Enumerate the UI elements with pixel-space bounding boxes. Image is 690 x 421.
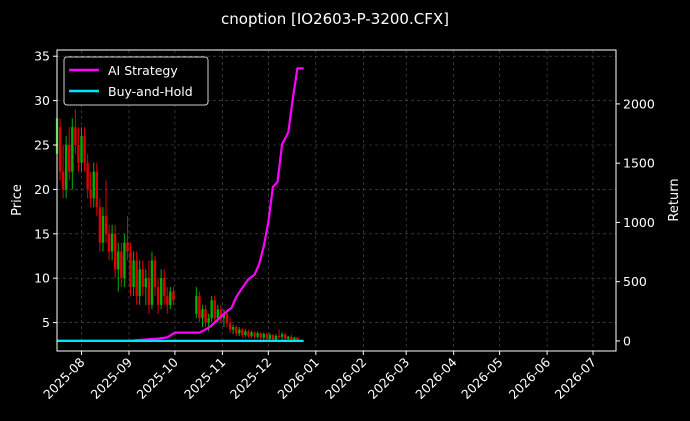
candle-body: [126, 242, 129, 252]
candle-body: [204, 309, 207, 323]
candle-body: [287, 336, 290, 339]
candle-body: [144, 278, 148, 288]
candle-body: [104, 216, 108, 234]
candle-body: [107, 233, 111, 252]
candle-body: [98, 207, 102, 243]
candle-body: [101, 216, 105, 243]
candle-body: [283, 334, 287, 339]
candle-body: [86, 162, 89, 190]
candle-body: [77, 145, 80, 163]
candle-body: [216, 309, 220, 319]
series-lines: [57, 67, 304, 342]
candle-body: [123, 242, 126, 279]
legend-label-buyhold: Buy-and-Hold: [108, 84, 193, 99]
candle-body: [207, 318, 210, 323]
y-axis-right: 0 500 1000 1500 2000: [616, 96, 655, 348]
candle-body: [169, 291, 172, 305]
candle-body: [271, 335, 275, 340]
y-left-tick-label: 5: [42, 315, 50, 330]
candle-body: [138, 269, 141, 296]
candle-body: [150, 260, 154, 305]
candle-body: [195, 295, 198, 314]
candle-body: [159, 278, 163, 305]
y-axis-right-label: Return: [667, 178, 682, 221]
y-right-tick-label: 0: [623, 333, 631, 348]
candle-body: [83, 136, 86, 163]
candle-body: [166, 295, 169, 305]
y-left-tick-label: 35: [34, 49, 50, 64]
candle-body: [80, 136, 83, 163]
y-left-tick-label: 10: [34, 271, 50, 286]
legend-box: [63, 56, 209, 106]
candle-body: [265, 334, 269, 339]
candle-body: [277, 335, 281, 337]
candle-body: [92, 171, 95, 199]
legend: AI Strategy Buy-and-Hold: [63, 56, 209, 106]
candle-body: [61, 171, 65, 190]
candle-body: [210, 300, 213, 319]
candle-body: [280, 334, 284, 337]
candle-body: [110, 233, 114, 252]
candle-body: [259, 333, 262, 338]
candle-body: [290, 336, 293, 340]
y-left-tick-label: 20: [34, 182, 50, 197]
candle-body: [64, 145, 68, 190]
candle-body: [135, 260, 138, 296]
candle-body: [153, 260, 157, 288]
plot-frame: [56, 49, 617, 352]
candle-body: [241, 329, 244, 336]
y-right-tick-label: 500: [623, 274, 647, 289]
candle-body: [296, 337, 299, 341]
candle-body: [268, 335, 272, 339]
candle-body: [234, 327, 238, 334]
candle-body: [198, 295, 201, 319]
y-left-tick-label: 30: [34, 93, 50, 108]
candle-body: [163, 278, 166, 296]
y-axis-left: 5 10 15 20 25 30 35: [34, 49, 57, 330]
candle-body: [274, 335, 278, 340]
candle-body: [95, 171, 99, 208]
candle-body: [141, 269, 144, 288]
candle-body: [253, 332, 256, 337]
chart-title: cnoption [IO2603-P-3200.CFX]: [221, 10, 449, 28]
candle-body: [238, 329, 241, 334]
candle-body: [244, 331, 247, 336]
candle-body: [132, 260, 135, 288]
y-right-tick-label: 1000: [623, 215, 655, 230]
candle-body: [256, 333, 259, 337]
candle-body: [293, 337, 296, 340]
y-right-tick-label: 1500: [623, 156, 655, 171]
y-right-tick-label: 2000: [623, 96, 655, 111]
candle-body: [231, 327, 235, 330]
candle-body: [156, 287, 160, 305]
candle-body: [68, 145, 71, 172]
candle-body: [58, 127, 62, 172]
candle-body: [120, 251, 123, 279]
candle-body: [172, 291, 175, 301]
candle-body: [222, 313, 226, 319]
candle-body: [71, 127, 74, 172]
candle-body: [74, 127, 77, 146]
candle-body: [228, 322, 232, 330]
candle-body: [219, 309, 223, 319]
y-left-tick-label: 25: [34, 138, 50, 153]
candle-body: [225, 313, 229, 323]
candle-body: [247, 331, 250, 336]
candle-body: [201, 309, 204, 319]
candle-body: [147, 278, 151, 305]
y-axis-left-label: Price: [10, 184, 25, 216]
candle-body: [250, 332, 253, 336]
legend-label-strategy: AI Strategy: [108, 63, 178, 78]
candle-body: [213, 300, 216, 319]
series-line-strategy: [57, 67, 304, 342]
y-left-tick-label: 15: [34, 226, 50, 241]
candle-body: [262, 334, 265, 338]
candle-body: [117, 251, 120, 270]
candle-body: [113, 233, 117, 270]
candle-body: [129, 251, 132, 288]
candle-body: [89, 189, 92, 199]
